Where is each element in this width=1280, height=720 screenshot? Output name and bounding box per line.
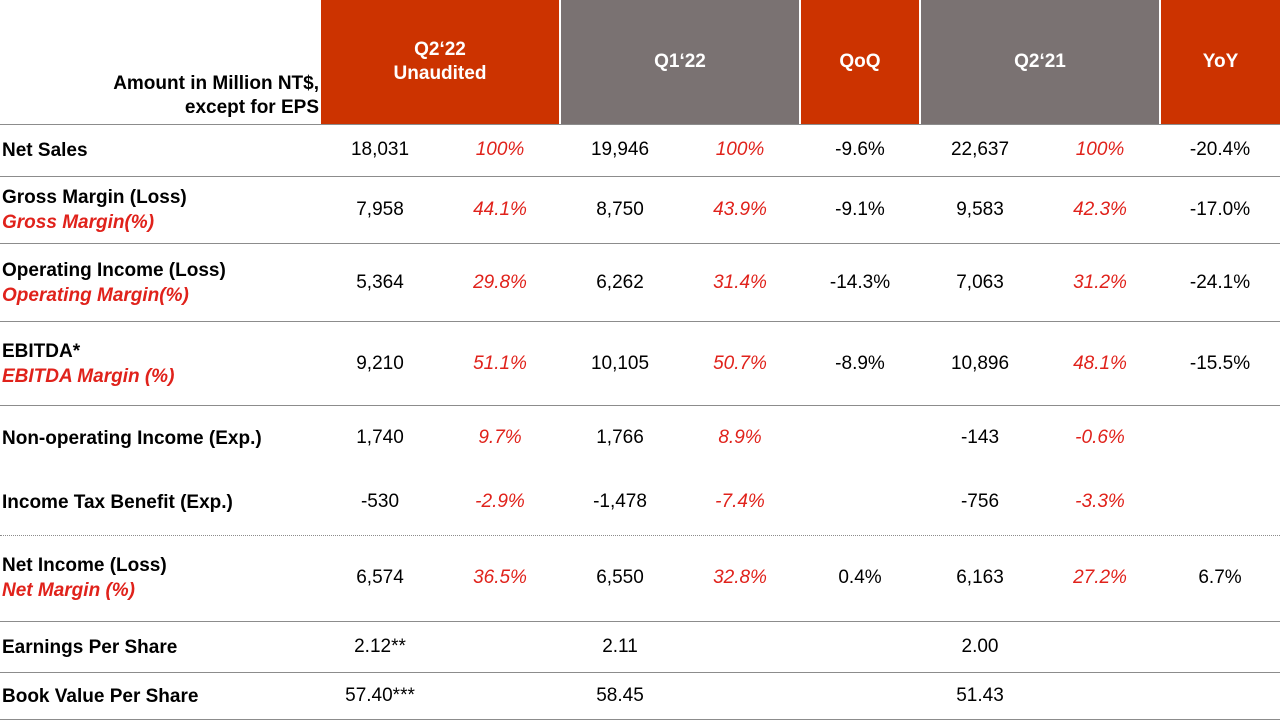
header-qoq-label: QoQ: [839, 51, 881, 72]
q1-22-value: 8,750: [596, 199, 644, 220]
divider: [0, 176, 1280, 177]
row-label: Net Sales: [2, 140, 88, 161]
row-sublabel: EBITDA Margin (%): [2, 366, 175, 387]
yoy-value: -20.4%: [1189, 139, 1251, 160]
row-label-group: Gross Margin (Loss) Gross Margin(%): [2, 185, 187, 235]
divider: [0, 672, 1280, 673]
q2-22-value: 18,031: [350, 139, 410, 160]
row-sublabel: Gross Margin(%): [2, 212, 155, 233]
q1-22-percent: 43.9%: [713, 199, 767, 220]
header-qoq: QoQ: [801, 0, 919, 124]
row-label: Operating Income (Loss): [2, 260, 226, 281]
q1-22-value: 6,262: [596, 272, 644, 293]
row-label: Net Income (Loss): [2, 555, 167, 576]
row-label: Earnings Per Share: [2, 637, 178, 658]
q2-21-value: 51.43: [956, 685, 1004, 706]
row-label: Book Value Per Share: [2, 686, 199, 707]
divider: [0, 405, 1280, 406]
q2-22-value: 5,364: [356, 272, 404, 293]
q2-21-percent: 48.1%: [1073, 353, 1127, 374]
units-caption: Amount in Million NT$, except for EPS: [113, 72, 319, 120]
q1-22-percent: 32.8%: [713, 567, 767, 588]
header-q2-21-label: Q2‘21: [1014, 51, 1066, 72]
q2-22-percent: 100%: [475, 139, 525, 160]
divider: [0, 243, 1280, 244]
q1-22-value: 10,105: [590, 353, 650, 374]
yoy-value: -17.0%: [1189, 199, 1251, 220]
divider: [0, 321, 1280, 322]
row-label: Gross Margin (Loss): [2, 187, 187, 208]
header-q1-22-label: Q1‘22: [654, 51, 706, 72]
q2-21-value: -143: [960, 427, 1000, 448]
row-label-group: Net Income (Loss) Net Margin (%): [2, 553, 167, 603]
q1-22-value: 58.45: [596, 685, 644, 706]
q2-22-percent: 29.8%: [473, 272, 527, 293]
q2-21-value: 22,637: [950, 139, 1010, 160]
q2-21-value: 7,063: [956, 272, 1004, 293]
q2-21-value: 9,583: [956, 199, 1004, 220]
qoq-value: -8.9%: [835, 353, 885, 374]
q2-21-percent: 100%: [1075, 139, 1125, 160]
q2-22-value: 1,740: [356, 427, 404, 448]
q2-21-percent: 42.3%: [1073, 199, 1127, 220]
q2-21-value: 6,163: [956, 567, 1004, 588]
header-q2-22-label: Q2‘22: [414, 39, 466, 60]
q2-22-value: 2.12**: [354, 636, 406, 657]
q2-21-value: 2.00: [961, 636, 999, 657]
q2-22-percent: -2.9%: [475, 491, 525, 512]
q1-22-value: 1,766: [596, 427, 644, 448]
q1-22-percent: 50.7%: [713, 353, 767, 374]
q2-22-percent: 9.7%: [478, 427, 522, 448]
q1-22-value: -1,478: [593, 491, 647, 512]
divider-dotted: [0, 535, 1280, 536]
units-line-2: except for EPS: [184, 97, 319, 118]
q1-22-percent: 31.4%: [713, 272, 767, 293]
q2-21-value: 10,896: [950, 353, 1010, 374]
row-label: EBITDA*: [2, 341, 81, 362]
header-unaudited-label: Unaudited: [393, 63, 487, 84]
q2-22-value: 57.40***: [345, 685, 415, 706]
qoq-value: -14.3%: [829, 272, 891, 293]
q1-22-value: 2.11: [602, 636, 638, 657]
q2-21-percent: -0.6%: [1075, 427, 1125, 448]
row-label-group: Operating Income (Loss) Operating Margin…: [2, 258, 226, 308]
header-q2-22: Q2‘22 Unaudited: [321, 0, 559, 124]
q2-21-percent: 27.2%: [1073, 567, 1127, 588]
row-label-group: EBITDA* EBITDA Margin (%): [2, 339, 174, 389]
q2-22-value: 7,958: [356, 199, 404, 220]
yoy-value: -24.1%: [1189, 272, 1251, 293]
q2-21-percent: -3.3%: [1075, 491, 1125, 512]
q1-22-percent: 100%: [715, 139, 765, 160]
yoy-value: 6.7%: [1198, 567, 1242, 588]
qoq-value: -9.1%: [835, 199, 885, 220]
header-yoy-label: YoY: [1202, 51, 1239, 72]
row-sublabel: Operating Margin(%): [2, 285, 189, 306]
qoq-value: -9.6%: [835, 139, 885, 160]
row-sublabel: Net Margin (%): [2, 580, 135, 601]
units-line-1: Amount in Million NT$,: [113, 73, 319, 94]
q2-22-percent: 51.1%: [473, 353, 527, 374]
q1-22-percent: 8.9%: [718, 427, 762, 448]
q2-22-percent: 36.5%: [473, 567, 527, 588]
q2-22-value: -530: [360, 491, 400, 512]
q2-21-percent: 31.2%: [1073, 272, 1127, 293]
row-label: Income Tax Benefit (Exp.): [2, 492, 233, 513]
q1-22-value: 19,946: [590, 139, 650, 160]
header-q2-21: Q2‘21: [921, 0, 1159, 124]
header-q1-22: Q1‘22: [561, 0, 799, 124]
q2-22-percent: 44.1%: [473, 199, 527, 220]
q1-22-percent: -7.4%: [715, 491, 765, 512]
q2-22-value: 6,574: [356, 567, 404, 588]
q1-22-value: 6,550: [596, 567, 644, 588]
q2-21-value: -756: [960, 491, 1000, 512]
yoy-value: -15.5%: [1189, 353, 1251, 374]
divider: [0, 124, 1280, 125]
row-label: Non-operating Income (Exp.): [2, 428, 262, 449]
header-yoy: YoY: [1161, 0, 1280, 124]
divider: [0, 621, 1280, 622]
q2-22-value: 9,210: [356, 353, 404, 374]
qoq-value: 0.4%: [838, 567, 882, 588]
